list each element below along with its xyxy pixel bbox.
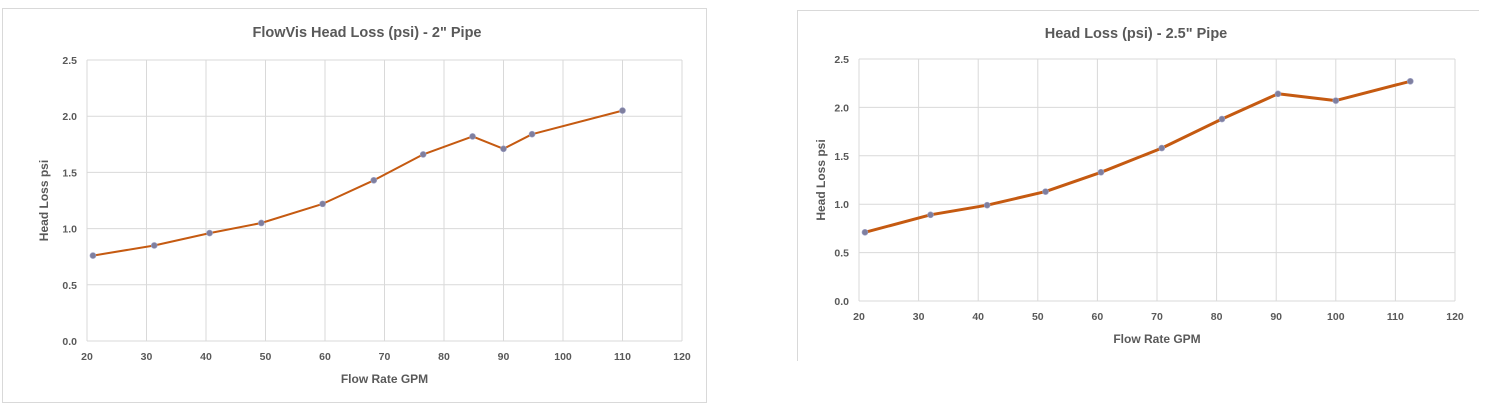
data-point — [619, 107, 626, 114]
x-tick-label: 70 — [379, 351, 391, 363]
data-point — [150, 242, 158, 249]
y-axis-title: Head Loss psi — [37, 160, 51, 241]
x-tick-label: 40 — [200, 351, 212, 363]
chart-2in-pipe: 0.0 0.5 1.0 1.5 2.0 2.5 20 30 40 50 60 70 80 90 100 110… — [2, 8, 707, 403]
data-point — [419, 151, 427, 158]
x-tick-label: 80 — [1211, 311, 1223, 323]
data-point — [1332, 97, 1340, 104]
x-tick-label: 110 — [1387, 311, 1404, 323]
chart-2-5in-pipe-svg: 0.0 0.5 1.0 1.5 2.0 2.5 20 30 40 50 60 70 80 90 100 110… — [814, 26, 1464, 346]
x-tick-label: 20 — [853, 311, 865, 323]
y-tick-label: 1.0 — [62, 224, 77, 236]
y-tick-label: 0.5 — [62, 280, 77, 292]
y-tick-label: 2.5 — [62, 55, 77, 67]
y-tick-label: 0.0 — [834, 296, 849, 308]
data-point — [983, 201, 991, 209]
data-point — [206, 229, 213, 237]
x-tick-label: 30 — [913, 311, 925, 323]
x-tick-label: 30 — [141, 351, 153, 363]
data-point — [500, 145, 507, 153]
x-tick-label: 100 — [1327, 311, 1345, 323]
data-point — [1158, 144, 1166, 152]
x-tick-label: 100 — [554, 351, 572, 363]
chart-title: FlowVis Head Loss (psi) - 2" Pipe — [253, 25, 482, 41]
data-point — [1042, 188, 1049, 195]
data-point — [469, 133, 476, 140]
x-tick-label: 50 — [260, 351, 272, 363]
y-tick-label: 1.5 — [834, 151, 849, 163]
x-tick-label: 70 — [1151, 311, 1163, 323]
x-tick-label: 90 — [1270, 311, 1282, 323]
y-tick-label: 2.5 — [834, 54, 849, 66]
x-tick-label: 20 — [81, 351, 93, 363]
chart-2in-pipe-svg: 0.0 0.5 1.0 1.5 2.0 2.5 20 30 40 50 60 70 80 90 100 110… — [37, 25, 691, 386]
y-axis-title: Head Loss psi — [814, 139, 828, 220]
series-line — [864, 79, 1411, 234]
y-tick-label: 2.0 — [834, 102, 849, 114]
y-tick-label: 0.5 — [834, 248, 849, 260]
y-tick-label: 0.0 — [62, 336, 77, 348]
x-tick-label: 50 — [1032, 311, 1044, 323]
data-point — [927, 211, 934, 219]
data-point — [370, 176, 378, 184]
x-tick-label: 120 — [673, 351, 691, 363]
data-point — [258, 219, 265, 227]
data-point — [319, 200, 326, 208]
y-tick-label: 1.5 — [62, 167, 77, 179]
x-axis-title: Flow Rate GPM — [1113, 332, 1200, 346]
data-point — [528, 130, 536, 138]
x-tick-label: 80 — [438, 351, 450, 363]
x-tick-label: 60 — [319, 351, 331, 363]
data-point — [1274, 90, 1282, 98]
x-tick-label: 40 — [972, 311, 984, 323]
x-axis-title: Flow Rate GPM — [341, 372, 428, 386]
data-point — [1097, 168, 1105, 176]
x-tick-label: 90 — [498, 351, 510, 363]
chart-2-5in-pipe: 0.0 0.5 1.0 1.5 2.0 2.5 20 30 40 50 60 70 80 90 100 110… — [797, 10, 1479, 361]
data-point — [89, 252, 97, 259]
y-tick-label: 1.0 — [834, 199, 849, 211]
x-tick-label: 120 — [1446, 311, 1464, 323]
series-line — [92, 109, 623, 257]
data-point — [1218, 115, 1226, 123]
y-tick-label: 2.0 — [62, 111, 77, 123]
data-point — [861, 228, 869, 236]
x-tick-label: 60 — [1092, 311, 1104, 323]
x-tick-label: 110 — [614, 351, 631, 363]
chart-title: Head Loss (psi) - 2.5" Pipe — [1045, 26, 1228, 42]
data-point — [1406, 77, 1414, 85]
